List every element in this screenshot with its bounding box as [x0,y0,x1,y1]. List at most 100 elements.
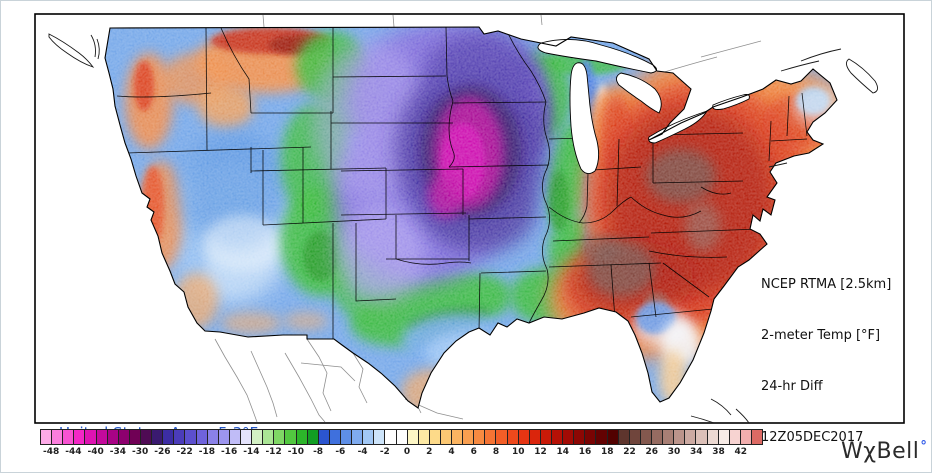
colorbar-tick-label: -18 [198,447,215,457]
colorbar-cell [74,430,86,444]
colorbar-cell [174,430,186,444]
colorbar-tick-label: 22 [623,447,636,457]
conus-outline [104,26,838,409]
colorbar-cell [307,430,319,444]
colorbar-cell [285,430,297,444]
colorbar-tick-label: 8 [492,447,500,457]
colorbar-cell [363,430,375,444]
colorbar-cell [552,430,564,444]
colorbar-cell [440,430,453,444]
colorbar-tick-label: 6 [470,447,477,457]
colorbar-cell [574,430,586,444]
colorbar-cell [196,430,208,444]
colorbar-tick-label: -30 [131,447,149,457]
colorbar-cell [707,430,719,444]
colorbar-cell [85,430,97,444]
colorbar-cell [585,430,597,444]
colorbar-tick-label: -34 [109,447,126,457]
colorbar-cell [463,430,475,444]
logo-w: W [841,439,864,464]
colorbar-tick-label: -10 [287,447,304,457]
colorbar-cells [40,429,763,445]
colorbar-cell [140,430,153,444]
colorbar-cell [518,430,530,444]
title-model: NCEP RTMA [2.5km] [761,277,892,292]
colorbar-cell [340,430,353,444]
colorbar-tick-label: 30 [667,447,681,457]
colorbar-tick-label: 16 [578,447,592,457]
colorbar-cell [740,430,752,444]
logo-chi: χ [863,439,877,464]
colorbar-cell [329,430,341,444]
colorbar-cell [752,430,763,444]
colorbar-cell [163,430,175,444]
colorbar-cell [41,430,53,444]
colorbar-tick-label: -6 [335,447,346,457]
colorbar-cell [407,430,419,444]
colorbar-cell [418,430,430,444]
colorbar-tick-label: -14 [243,447,260,457]
colorbar-tick-label: 18 [601,447,614,457]
colorbar-cell [607,430,619,444]
great-lakes [537,39,750,174]
colorbar-cell [107,430,119,444]
colorbar-cell [352,430,364,444]
colorbar-cell [274,430,286,444]
colorbar-cell [218,430,230,444]
colorbar-cell [385,430,397,444]
colorbar-tick-label: -22 [176,447,193,457]
colorbar-cell [640,430,653,444]
colorbar-tick-label: -8 [313,447,324,457]
colorbar-tick-label: 14 [556,447,570,457]
colorbar-cell [596,430,608,444]
colorbar-tick-label: 4 [448,447,455,457]
colorbar-tick-label: -44 [65,447,82,457]
colorbar-cell [618,430,630,444]
colorbar-cell [452,430,464,444]
colorbar-tick-labels: -48 -44 -40 -34 -30 -26 -22 -18 -16 -14 -12 -10 -8 -6… [40,447,763,459]
colorbar-tick-label: 2 [426,447,433,457]
coastal-islands [48,33,878,423]
colorbar-tick-label: -2 [379,447,390,457]
colorbar-cell [674,430,686,444]
colorbar-cell [529,430,541,444]
colorbar-cell [685,430,697,444]
colorbar-cell [563,430,575,444]
colorbar-tick-label: 12 [534,447,547,457]
title-product: 24-hr Diff [761,379,823,394]
colorbar-cell [629,430,641,444]
colorbar-tick-label: 10 [512,447,525,457]
colorbar-cell [696,430,708,444]
colorbar-tick-label: 34 [689,447,703,457]
colorbar-cell [718,430,730,444]
colorbar-cell [185,430,197,444]
colorbar-cell [474,430,486,444]
colorbar-tick-label: 26 [645,447,659,457]
title-block: NCEP RTMA [2.5km] 2-meter Temp [°F] 24-h… [761,242,892,472]
map-frame [34,13,905,424]
colorbar-cell [229,430,241,444]
colorbar-tick-label: -40 [87,447,104,457]
colorbar-cell [152,430,164,444]
colorbar-cell [652,430,664,444]
colorbar-tick-label: -16 [220,447,238,457]
colorbar-cell [129,430,141,444]
colorbar-tick-label: -4 [357,447,368,457]
colorbar-cell [118,430,130,444]
logo-bell: Bell [876,439,920,464]
colorbar-cell [52,430,64,444]
wxbell-logo: WχBell° [841,439,927,464]
region-stats: United States: Avg: -5.3°F Min: -42.6°F … [59,383,258,472]
colorbar-tick-label: 38 [712,447,725,457]
colorbar-cell [485,430,497,444]
title-variable: 2-meter Temp [°F] [761,328,881,343]
colorbar-cell [374,430,386,444]
colorbar-cell [207,430,219,444]
colorbar-cell [429,430,441,444]
colorbar-cell [540,430,553,444]
colorbar-cell [318,430,330,444]
colorbar-cell [296,430,308,444]
colorbar-cell [396,430,408,444]
